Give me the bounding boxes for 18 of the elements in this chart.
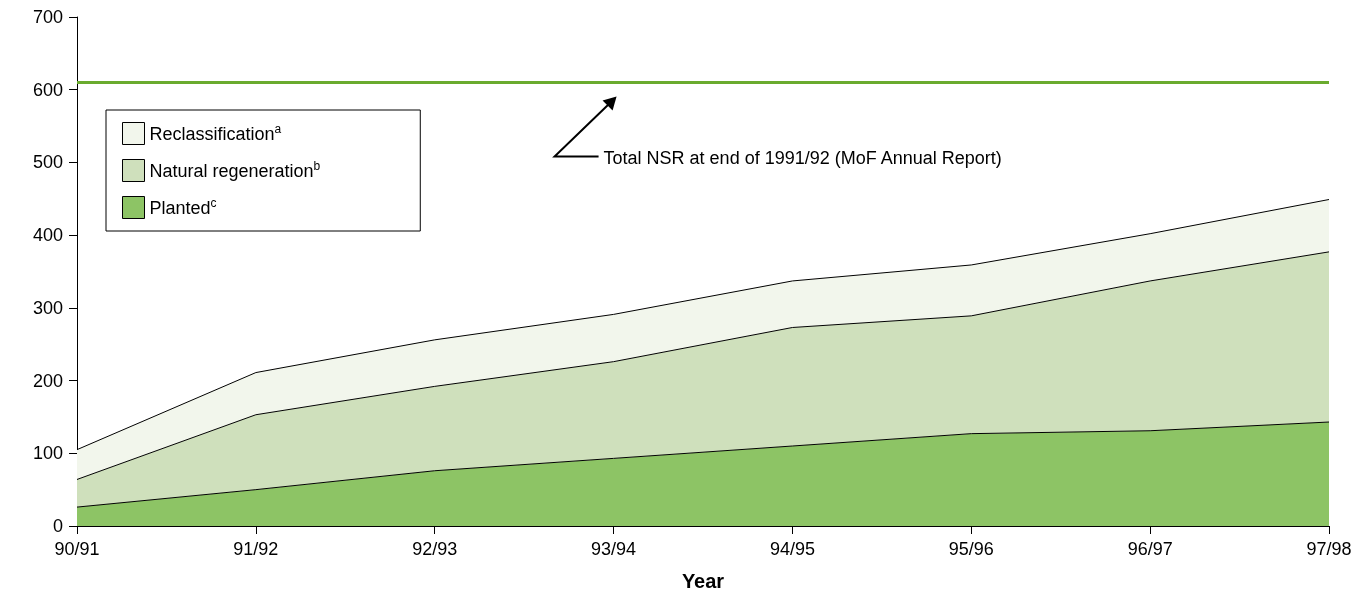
x-tick-label: 96/97: [1127, 539, 1173, 559]
y-tick-label: 0: [52, 516, 63, 536]
y-tick-label: 700: [32, 7, 63, 27]
x-tick-label: 92/93: [412, 539, 458, 559]
y-tick-label: 400: [32, 225, 63, 246]
y-tick-label: 200: [32, 370, 63, 391]
y-tick-label: 600: [32, 79, 63, 100]
x-tick-label: 94/95: [769, 539, 815, 559]
x-tick-label: 90/91: [54, 539, 100, 559]
x-axis-title: Year: [681, 570, 725, 592]
x-tick-label: 97/98: [1306, 539, 1352, 559]
x-tick-label: 91/92: [233, 539, 279, 559]
annotation: Total NSR at end of 1991/92 (MoF Annual Report): [603, 148, 1002, 169]
x-tick-label: 95/96: [948, 539, 994, 559]
x-tick-label: 93/94: [591, 539, 637, 559]
y-tick-label: 300: [32, 297, 63, 318]
y-tick-label: 100: [32, 443, 63, 464]
y-tick-label: 500: [32, 152, 63, 173]
